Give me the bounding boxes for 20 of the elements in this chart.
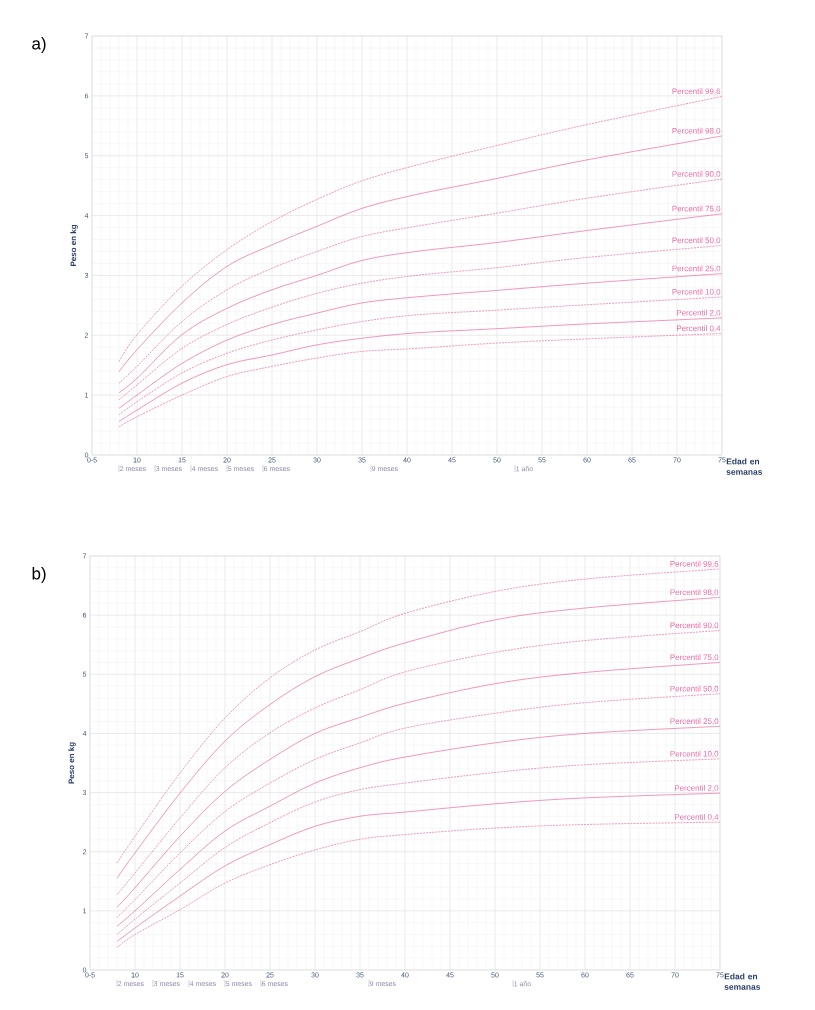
line-series (116, 725, 721, 927)
line-series (118, 135, 723, 373)
line-series (116, 662, 721, 908)
x-axis-title: Edad en semanas (724, 973, 761, 990)
line-series (116, 630, 721, 896)
line-series (118, 333, 723, 428)
line-series (118, 213, 723, 394)
line-series (118, 273, 723, 409)
line-series (118, 245, 723, 401)
text: b) (32, 567, 46, 583)
chart-title: a) (32, 37, 46, 53)
line-series (116, 792, 721, 942)
x-axis-title: Edad en semanas (726, 458, 763, 475)
line-series (116, 821, 721, 948)
line-series (116, 693, 721, 918)
line-series (118, 317, 723, 422)
line-series (118, 178, 723, 384)
line-series (118, 296, 723, 416)
line-series (116, 758, 721, 935)
line-series (118, 96, 723, 362)
